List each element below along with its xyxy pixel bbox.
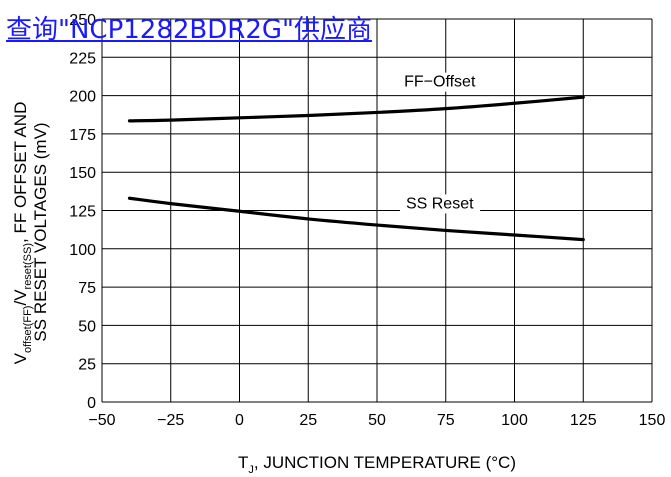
y-axis-title-line2: SS RESET VOLTAGES (mV) [31, 122, 50, 341]
x-tick-label: 150 [639, 412, 666, 429]
x-axis-title: TJ, JUNCTION TEMPERATURE (°C) [238, 453, 516, 476]
x-tick-label: −50 [88, 412, 115, 429]
y-axis-title-line1: Voffset(FF)/Vreset(SS), FF OFFSET AND [11, 102, 34, 365]
y-tick-label: 150 [69, 165, 96, 182]
y-tick-label: 75 [78, 280, 96, 297]
y-tick-label: 100 [69, 242, 96, 259]
series-label-0: FF−Offset [404, 74, 476, 91]
series-label-1: SS Reset [406, 195, 474, 212]
supplier-query-link[interactable]: 查询"NCP1282BDR2G"供应商 [6, 15, 372, 45]
series-labels: FF−Offset SS Reset [398, 72, 482, 214]
y-tick-label: 250 [69, 12, 96, 29]
y-tick-labels: 0 25 50 75 100 125 150 175 200 225 250 [69, 12, 96, 412]
series-line-1 [127, 196, 585, 242]
x-tick-label: 75 [437, 412, 455, 429]
y-tick-label: 50 [78, 318, 96, 335]
x-tick-label: 0 [235, 412, 244, 429]
y-tick-label: 0 [87, 395, 96, 412]
series-line-0 [127, 95, 585, 123]
y-tick-label: 225 [69, 50, 96, 67]
series-lines [127, 95, 585, 242]
x-tick-label: 25 [299, 412, 317, 429]
series-label-bg-0 [398, 72, 482, 92]
x-tick-label: 100 [501, 412, 528, 429]
y-tick-label: 175 [69, 127, 96, 144]
y-tick-label: 200 [69, 89, 96, 106]
y-tick-label: 25 [78, 357, 96, 374]
x-tick-label: 50 [368, 412, 386, 429]
y-tick-label: 125 [69, 204, 96, 221]
x-tick-label: 125 [570, 412, 597, 429]
grid [101, 18, 653, 403]
x-tick-labels: −50 −25 0 25 50 75 100 125 150 [88, 412, 665, 429]
series-label-bg-1 [399, 194, 481, 214]
x-tick-label: −25 [157, 412, 184, 429]
